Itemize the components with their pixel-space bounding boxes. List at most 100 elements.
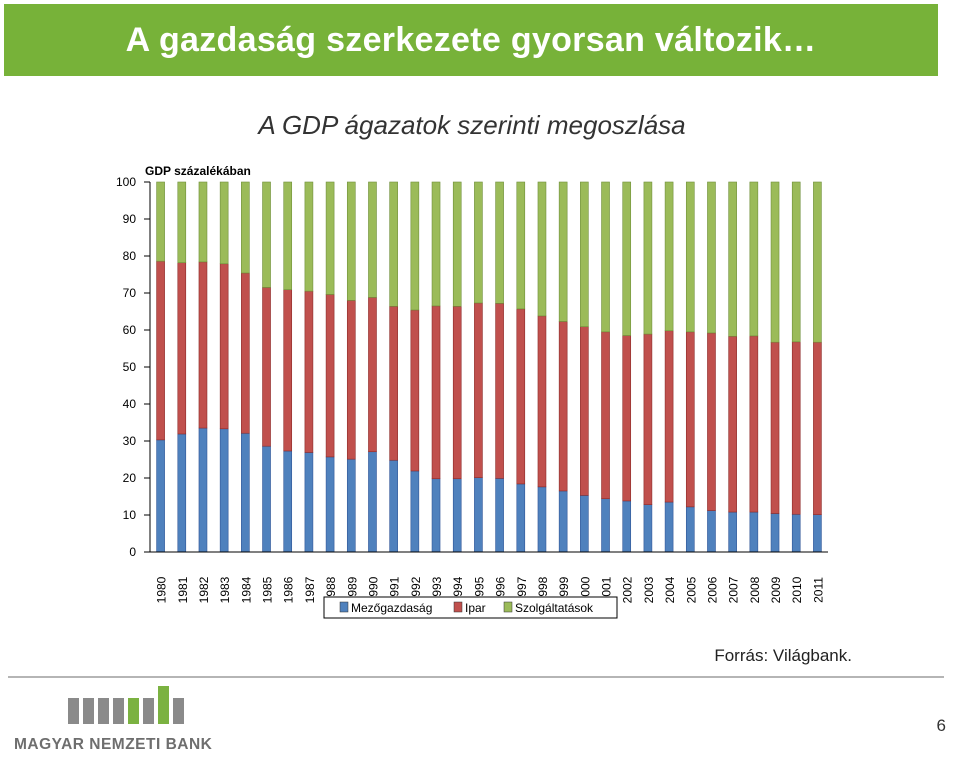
y-tick-label: 40	[123, 397, 137, 411]
bar-ipar-1985	[262, 287, 271, 447]
bar-ipar-2001	[601, 331, 610, 500]
y-tick-label: 20	[123, 471, 137, 485]
bar-szolg-ltat-sok-1992	[410, 181, 420, 311]
bar-mez-gazdas-g-2009	[770, 513, 780, 553]
bar-szolg-ltat-sok-1985	[262, 181, 271, 288]
bar-ipar-2006	[707, 332, 716, 511]
bar-szolg-ltat-sok-1982	[198, 181, 208, 263]
bar-szolg-ltat-sok-1988	[325, 181, 335, 295]
x-tick-label: 1986	[282, 576, 296, 603]
y-tick-label: 60	[123, 323, 137, 337]
bar-szolg-ltat-sok-1989	[346, 181, 356, 301]
source-note: Forrás: Világbank.	[714, 646, 852, 665]
x-tick-label: 2005	[684, 576, 698, 603]
bar-szolg-ltat-sok-1991	[389, 181, 398, 307]
legend-label: Mezőgazdaság	[351, 601, 432, 615]
bar-ipar-1995	[474, 302, 483, 478]
bar-mez-gazdas-g-2002	[622, 500, 632, 553]
title-banner: A gazdaság szerkezete gyorsan változik…	[4, 4, 938, 76]
bar-szolg-ltat-sok-2002	[622, 181, 632, 336]
bar-szolg-ltat-sok-2006	[707, 181, 716, 334]
bar-szolg-ltat-sok-1996	[495, 181, 504, 304]
x-tick-label: 1980	[155, 576, 169, 603]
x-tick-label: 2002	[621, 576, 635, 603]
footer-divider	[8, 676, 944, 678]
bar-szolg-ltat-sok-1995	[474, 181, 483, 304]
bar-ipar-2003	[643, 333, 653, 505]
bar-mez-gazdas-g-2005	[685, 506, 695, 553]
bar-ipar-1983	[219, 263, 229, 430]
bar-szolg-ltat-sok-2003	[643, 181, 653, 335]
bar-ipar-1998	[537, 315, 547, 488]
y-tick-label: 0	[129, 545, 136, 559]
bar-mez-gazdas-g-1981	[177, 433, 187, 553]
x-tick-label: 2008	[748, 576, 762, 603]
bar-ipar-1988	[325, 294, 335, 458]
bar-szolg-ltat-sok-1983	[219, 181, 229, 265]
bar-szolg-ltat-sok-2000	[580, 181, 589, 327]
bar-mez-gazdas-g-1996	[495, 478, 504, 553]
bar-mez-gazdas-g-1982	[198, 427, 208, 553]
x-tick-label: 2007	[727, 576, 741, 603]
bar-mez-gazdas-g-1983	[219, 428, 229, 553]
x-tick-label: 1983	[218, 576, 232, 603]
bar-mez-gazdas-g-2003	[643, 504, 653, 553]
bar-szolg-ltat-sok-1987	[304, 181, 314, 292]
bar-szolg-ltat-sok-1986	[283, 181, 293, 290]
bar-szolg-ltat-sok-1999	[558, 181, 568, 322]
x-tick-label: 2011	[811, 577, 825, 603]
bar-mez-gazdas-g-1994	[452, 478, 462, 553]
bar-mez-gazdas-g-2008	[749, 511, 759, 553]
x-tick-label: 1982	[197, 576, 211, 603]
x-tick-label: 1984	[239, 576, 253, 603]
bar-szolg-ltat-sok-1981	[177, 181, 187, 263]
y-tick-label: 10	[123, 508, 137, 522]
y-tick-label: 90	[123, 212, 137, 226]
bar-ipar-2008	[749, 335, 759, 513]
bar-ipar-1996	[495, 303, 504, 479]
bar-szolg-ltat-sok-2007	[728, 181, 737, 337]
bar-mez-gazdas-g-2006	[707, 510, 716, 553]
bar-szolg-ltat-sok-2001	[601, 181, 610, 333]
bar-ipar-2004	[664, 330, 674, 503]
y-tick-label: 100	[116, 175, 136, 189]
bar-ipar-2010	[791, 341, 801, 515]
y-tick-label: 80	[123, 249, 137, 263]
bar-ipar-2011	[813, 341, 822, 515]
bar-mez-gazdas-g-1995	[474, 477, 483, 553]
page-number: 6	[936, 716, 946, 735]
bar-mez-gazdas-g-1997	[516, 483, 526, 553]
bar-mez-gazdas-g-2010	[791, 513, 801, 553]
legend-label: Ipar	[465, 601, 486, 615]
x-tick-label: 2003	[642, 576, 656, 603]
bar-mez-gazdas-g-1984	[241, 432, 250, 553]
bar-szolg-ltat-sok-2004	[664, 181, 674, 332]
bar-szolg-ltat-sok-1990	[368, 181, 377, 298]
bar-mez-gazdas-g-1987	[304, 452, 314, 553]
bar-ipar-2005	[685, 331, 695, 508]
x-tick-label: 1987	[303, 576, 317, 603]
bar-mez-gazdas-g-1990	[368, 451, 377, 553]
bar-szolg-ltat-sok-2009	[770, 181, 780, 343]
y-tick-label: 30	[123, 434, 137, 448]
bar-mez-gazdas-g-1999	[558, 490, 568, 553]
legend-label: Szolgáltatások	[515, 601, 594, 615]
bar-szolg-ltat-sok-2008	[749, 181, 759, 337]
legend-swatch	[453, 601, 463, 613]
legend-swatch	[339, 601, 349, 613]
bar-ipar-1987	[304, 290, 314, 453]
x-tick-label: 2004	[663, 576, 677, 603]
x-tick-label: 2010	[790, 576, 804, 603]
bar-mez-gazdas-g-2000	[580, 495, 589, 553]
bar-szolg-ltat-sok-2010	[791, 181, 801, 343]
bar-mez-gazdas-g-1980	[156, 439, 165, 553]
x-tick-label: 1981	[176, 576, 190, 603]
bar-szolg-ltat-sok-1984	[241, 181, 250, 274]
logo-bars-icon	[68, 686, 184, 724]
bar-ipar-1993	[431, 305, 441, 480]
bar-szolg-ltat-sok-2011	[813, 181, 822, 343]
x-tick-label: 1985	[261, 576, 275, 603]
bar-mez-gazdas-g-1992	[410, 470, 420, 553]
bar-ipar-2009	[770, 341, 780, 514]
bar-szolg-ltat-sok-1994	[452, 181, 462, 307]
